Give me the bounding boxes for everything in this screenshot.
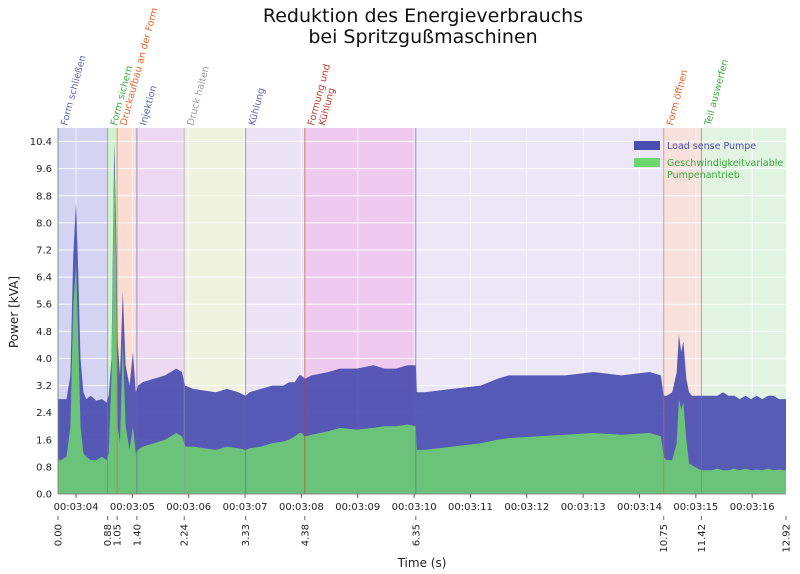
series-area-load-sense	[58, 141, 786, 494]
time-tick-label: 00:03:14	[617, 502, 662, 513]
x-boundary-axis: 0.00 0.881.05 1.40 2.24 3.33 4.38 6.35 10.75 11.…	[54, 516, 793, 553]
boundary-tick-label: 0.00	[54, 524, 65, 546]
boundary-tick-label: 10.75	[659, 524, 670, 553]
time-tick-label: 00:03:09	[335, 502, 380, 513]
legend-label-variable-speed: Geschwindigkeitvariable	[667, 158, 783, 169]
x-time-axis: 00:03:04 00:03:05 00:03:06 00:03:07 00:03:08…	[54, 493, 786, 513]
legend: Load sense Pumpe GeschwindigkeitvariableP…	[634, 141, 783, 181]
time-tick-label: 00:03:15	[673, 502, 718, 513]
time-tick-label: 00:03:07	[223, 502, 268, 513]
y-tick-label: 3.2	[36, 381, 52, 392]
phase-label: Kühlung	[247, 87, 268, 127]
boundary-tick-label: 11.42	[697, 524, 708, 553]
time-tick-label: 00:03:10	[392, 502, 437, 513]
legend-swatch-load-sense	[634, 141, 660, 150]
time-tick-label: 00:03:13	[561, 502, 606, 513]
time-tick-label: 00:03:08	[279, 502, 324, 513]
phase-label: Injektion	[138, 84, 159, 126]
y-tick-label: 5.6	[36, 300, 52, 311]
y-axis-title: Power [kVA]	[7, 276, 21, 348]
boundary-tick-label: 2.24	[180, 524, 191, 546]
phase-boundary-lines	[107, 128, 702, 494]
boundary-tick-label: 12.92	[782, 524, 793, 553]
boundary-tick-label: 0.88	[103, 524, 114, 546]
y-tick-label: 6.4	[36, 273, 52, 284]
series-area-variable-speed	[58, 161, 786, 494]
y-tick-label: 0.0	[36, 490, 52, 501]
boundary-tick-label: 4.38	[300, 524, 311, 546]
chart-title-line-1: Reduktion des Energieverbrauchs	[263, 5, 583, 27]
legend-label-variable-speed-line-2: Pumpenantrieb	[667, 170, 740, 181]
y-tick-label: 1.6	[36, 435, 52, 446]
y-axis: 0.0 0.8 1.6 2.4 3.2 4.0 4.8 5.6 6.4 7.2 8.0 8.8 9.6 1…	[30, 128, 59, 501]
y-tick-label: 8.0	[36, 218, 52, 229]
legend-swatch-variable-speed	[634, 158, 660, 167]
boundary-tick-label: 1.40	[132, 524, 143, 546]
x-axis-title: Time (s)	[397, 556, 447, 570]
y-tick-label: 8.8	[36, 191, 52, 202]
time-tick-label: 00:03:12	[504, 502, 549, 513]
boundary-tick-label: 6.35	[411, 524, 422, 546]
y-tick-label: 4.8	[36, 327, 52, 338]
time-tick-label: 00:03:11	[448, 502, 493, 513]
phase-label: Form öffnen	[665, 69, 690, 127]
y-tick-label: 7.2	[36, 246, 52, 257]
phase-label: Form schließen	[59, 54, 88, 127]
time-tick-label: 00:03:16	[730, 502, 775, 513]
time-tick-label: 00:03:05	[110, 502, 155, 513]
y-tick-label: 4.0	[36, 354, 52, 365]
series-areas	[58, 141, 786, 494]
time-tick-label: 00:03:04	[54, 502, 99, 513]
y-tick-label: 10.4	[30, 137, 52, 148]
chart-title-line-2: bei Spritzgußmaschinen	[308, 26, 537, 48]
phase-label: Teil auswerfen	[702, 58, 730, 127]
y-tick-label: 2.4	[36, 408, 52, 419]
phase-label: Druck halten	[185, 65, 211, 127]
boundary-tick-label: 1.05	[113, 524, 124, 546]
y-tick-label: 9.6	[36, 164, 52, 175]
y-tick-label: 0.8	[36, 462, 52, 473]
time-tick-label: 00:03:06	[166, 502, 211, 513]
boundary-tick-label: 3.33	[241, 524, 252, 546]
legend-label-load-sense: Load sense Pumpe	[667, 141, 756, 152]
